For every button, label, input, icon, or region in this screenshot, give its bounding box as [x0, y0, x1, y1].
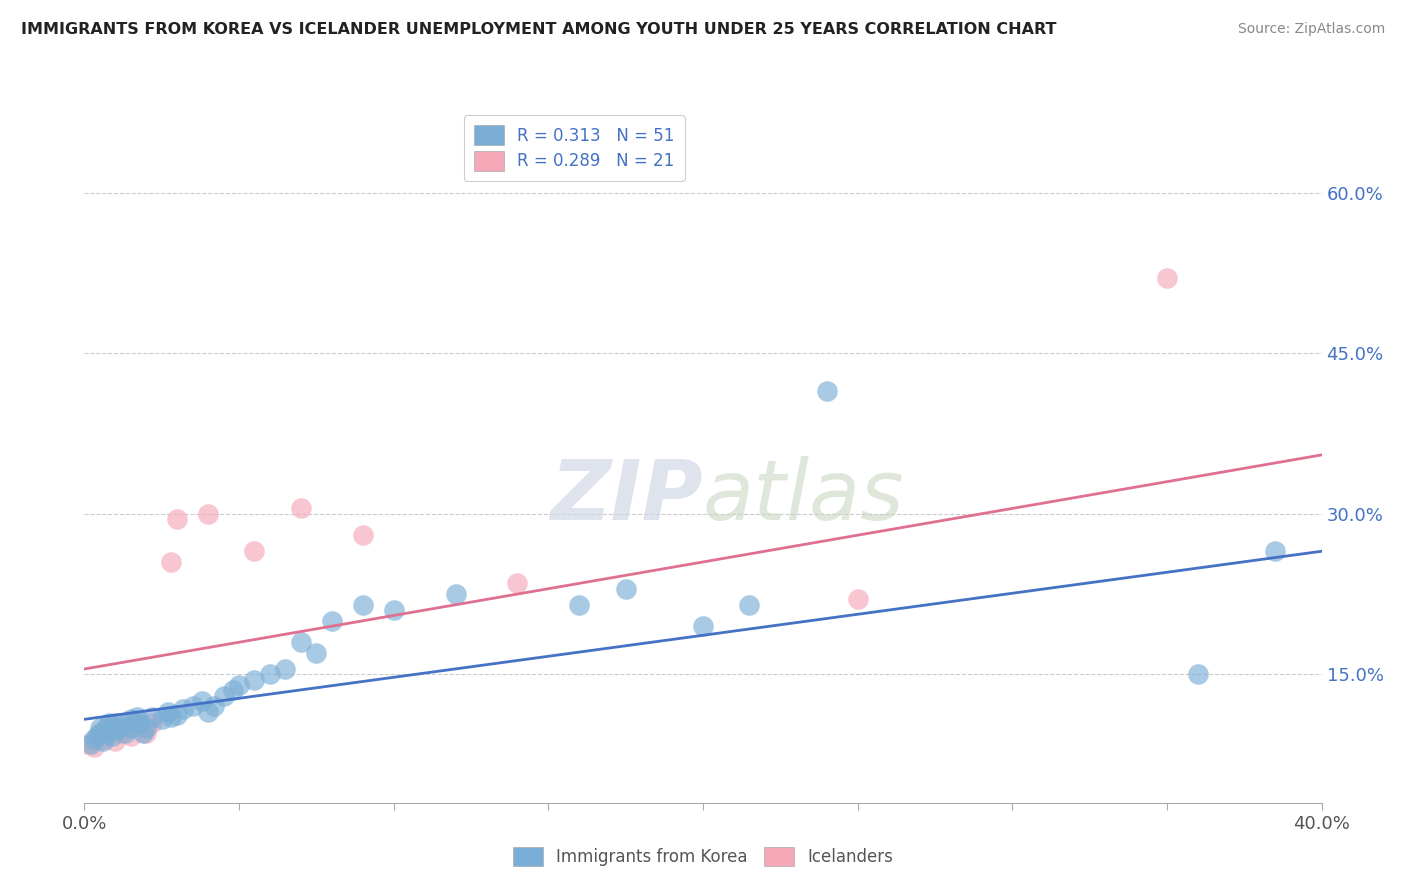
Point	[129, 715, 152, 730]
Point	[290, 635, 312, 649]
Point	[290, 501, 312, 516]
Point	[94, 721, 117, 735]
Point	[156, 705, 179, 719]
Point	[89, 721, 111, 735]
Legend: R = 0.313   N = 51, R = 0.289   N = 21: R = 0.313 N = 51, R = 0.289 N = 21	[464, 115, 685, 180]
Point	[166, 512, 188, 526]
Point	[120, 730, 142, 744]
Point	[141, 710, 163, 724]
Point	[815, 384, 838, 398]
Point	[98, 721, 121, 735]
Point	[444, 587, 467, 601]
Point	[1264, 544, 1286, 558]
Point	[132, 726, 155, 740]
Point	[104, 715, 127, 730]
Point	[91, 733, 114, 747]
Point	[160, 555, 183, 569]
Text: atlas: atlas	[703, 456, 904, 537]
Point	[614, 582, 637, 596]
Text: Source: ZipAtlas.com: Source: ZipAtlas.com	[1237, 22, 1385, 37]
Point	[150, 712, 173, 726]
Point	[122, 715, 145, 730]
Point	[506, 576, 529, 591]
Point	[120, 712, 142, 726]
Point	[160, 710, 183, 724]
Point	[212, 689, 235, 703]
Point	[382, 603, 405, 617]
Point	[243, 544, 266, 558]
Point	[98, 715, 121, 730]
Point	[114, 726, 136, 740]
Point	[202, 699, 225, 714]
Point	[568, 598, 591, 612]
Point	[104, 733, 127, 747]
Text: IMMIGRANTS FROM KOREA VS ICELANDER UNEMPLOYMENT AMONG YOUTH UNDER 25 YEARS CORRE: IMMIGRANTS FROM KOREA VS ICELANDER UNEMP…	[21, 22, 1056, 37]
Point	[692, 619, 714, 633]
Point	[110, 715, 132, 730]
Point	[83, 740, 105, 755]
Point	[305, 646, 328, 660]
Point	[94, 726, 117, 740]
Point	[1156, 271, 1178, 285]
Point	[352, 528, 374, 542]
Point	[166, 708, 188, 723]
Legend: Immigrants from Korea, Icelanders: Immigrants from Korea, Icelanders	[505, 838, 901, 875]
Point	[125, 710, 148, 724]
Point	[228, 678, 250, 692]
Point	[172, 701, 194, 715]
Point	[846, 592, 869, 607]
Point	[141, 715, 163, 730]
Point	[83, 731, 105, 746]
Point	[135, 726, 157, 740]
Point	[1187, 667, 1209, 681]
Point	[120, 721, 142, 735]
Point	[197, 507, 219, 521]
Point	[86, 730, 108, 744]
Point	[91, 731, 114, 746]
Point	[101, 730, 124, 744]
Point	[79, 737, 101, 751]
Point	[129, 715, 152, 730]
Point	[243, 673, 266, 687]
Point	[197, 705, 219, 719]
Point	[321, 614, 343, 628]
Point	[110, 726, 132, 740]
Point	[135, 721, 157, 735]
Point	[89, 726, 111, 740]
Text: ZIP: ZIP	[550, 456, 703, 537]
Point	[274, 662, 297, 676]
Point	[114, 721, 136, 735]
Point	[259, 667, 281, 681]
Point	[191, 694, 214, 708]
Point	[107, 721, 129, 735]
Point	[738, 598, 761, 612]
Point	[104, 723, 127, 737]
Point	[181, 699, 204, 714]
Point	[89, 726, 111, 740]
Point	[352, 598, 374, 612]
Point	[76, 737, 98, 751]
Point	[222, 683, 245, 698]
